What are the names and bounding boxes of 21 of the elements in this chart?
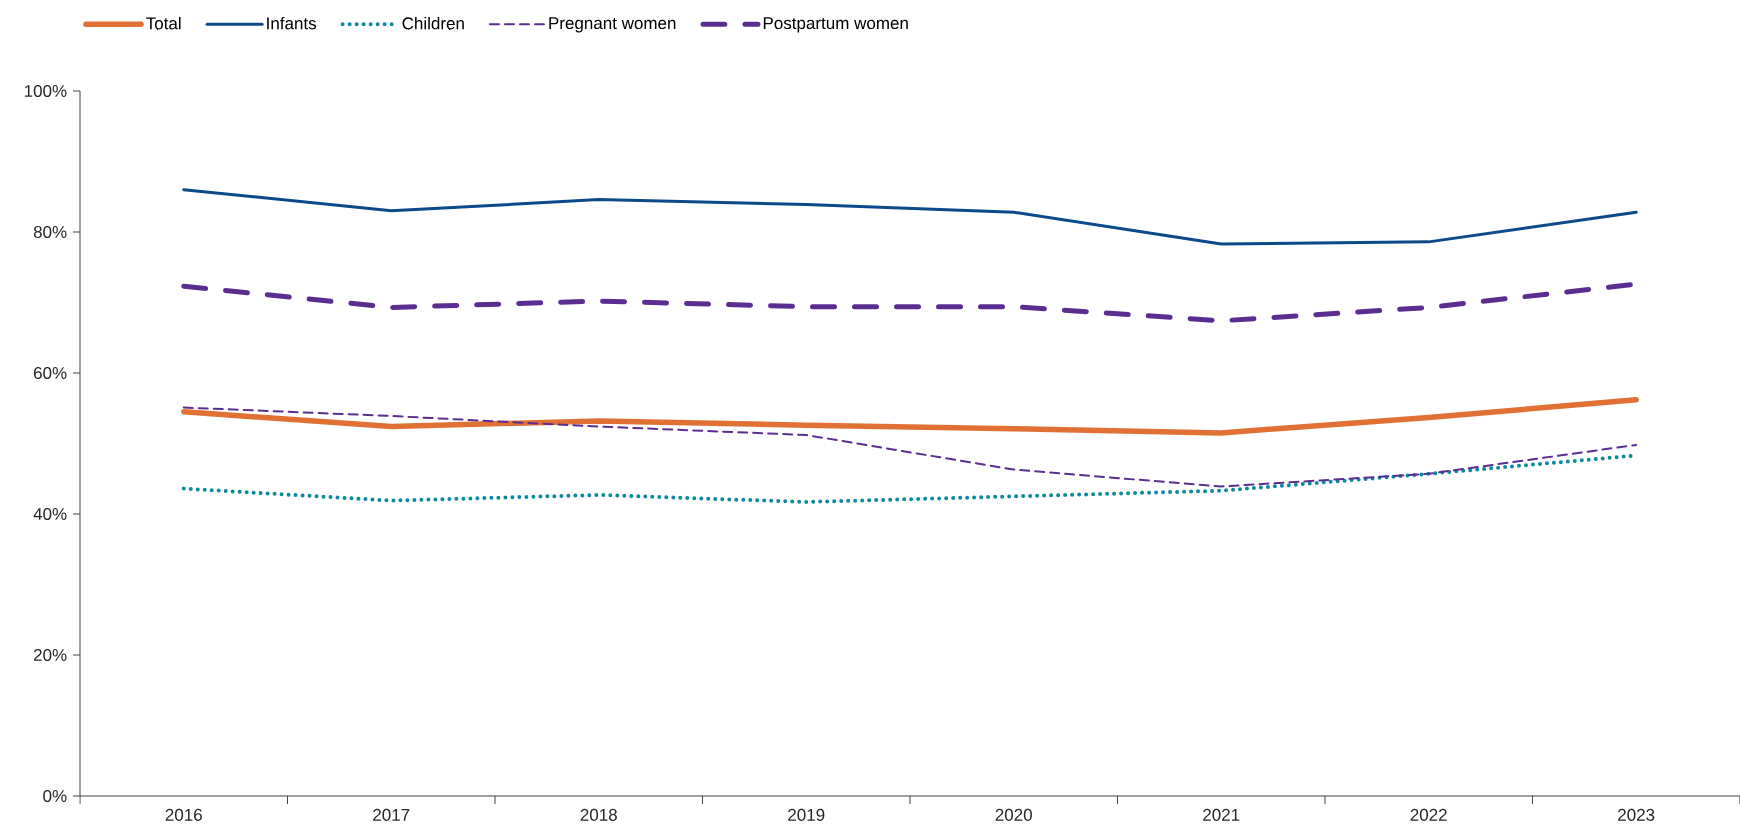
x-tick-label: 2016 (165, 808, 202, 821)
y-tick-label: 20% (33, 648, 67, 662)
x-tick-label: 2018 (580, 808, 617, 821)
legend-label: Postpartum women (763, 17, 908, 33)
x-tick-label: 2021 (1203, 808, 1240, 821)
y-tick-label: 100% (24, 84, 67, 98)
legend-label: Children (402, 16, 464, 30)
y-tick-label: 40% (33, 507, 67, 521)
x-tick-label: 2017 (373, 808, 410, 821)
legend-label: Total (146, 16, 181, 30)
legend-label: Pregnant women (549, 17, 676, 33)
x-tick-label: 2023 (1618, 808, 1655, 821)
y-tick-label: 0% (43, 789, 67, 803)
x-tick-label: 2019 (788, 808, 825, 821)
x-tick-label: 2022 (1410, 808, 1447, 821)
legend-label: Infants (267, 16, 317, 30)
x-tick-label: 2020 (995, 808, 1032, 821)
y-tick-label: 60% (33, 366, 67, 380)
line-series (182, 406, 1638, 488)
line-series (182, 188, 1638, 246)
y-tick-label: 80% (33, 225, 67, 239)
